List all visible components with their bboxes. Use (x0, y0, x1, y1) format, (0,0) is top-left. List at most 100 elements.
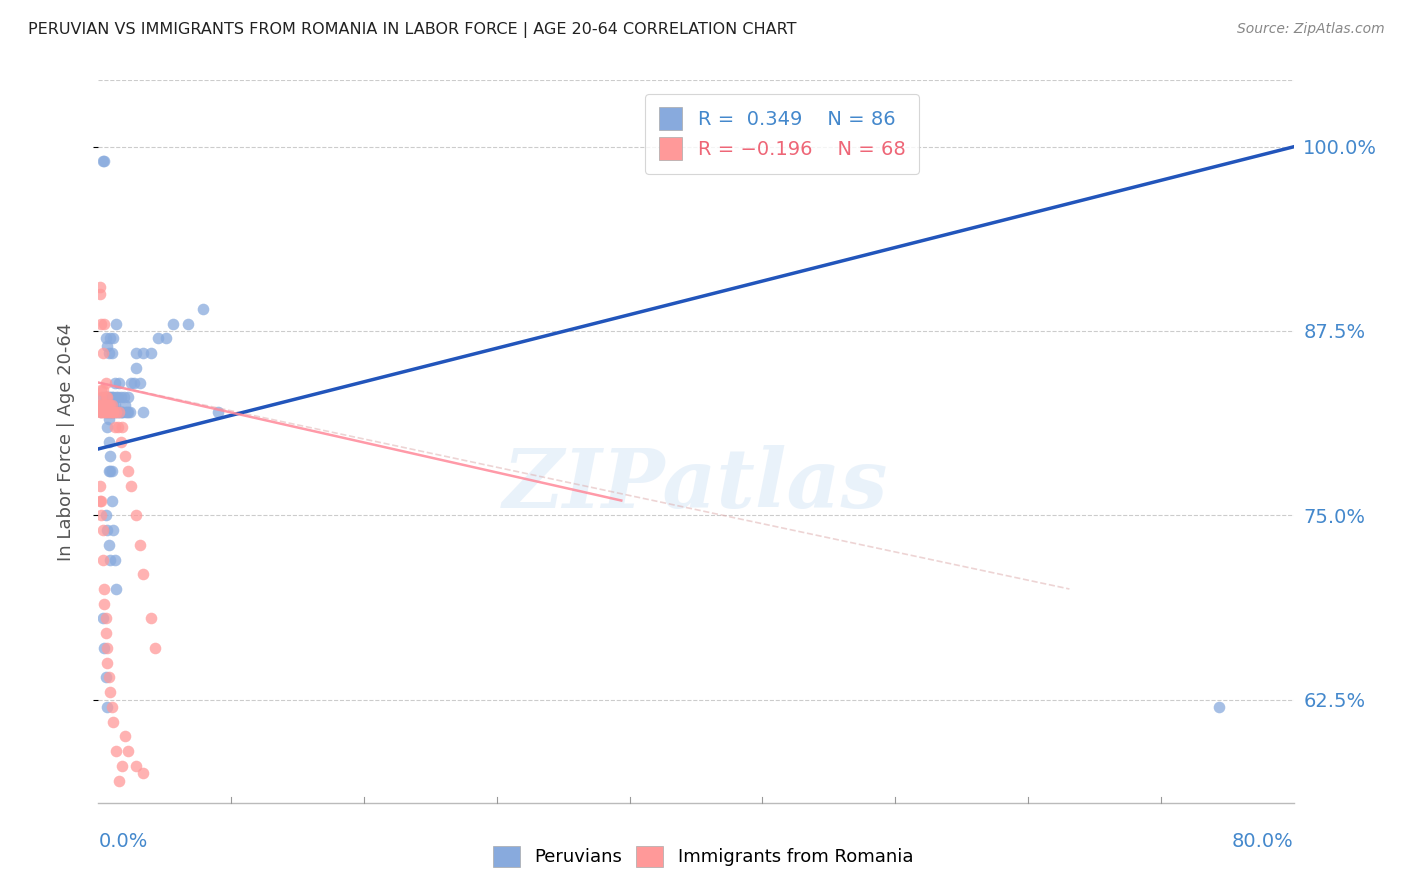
Point (97, 405, 120, 419)
Point (114, 450, 136, 464)
Point (104, 419, 127, 434)
Point (94, 390, 117, 404)
Point (101, 464, 124, 478)
Point (96, 656, 118, 670)
Point (97, 538, 120, 552)
Point (94, 670, 117, 684)
Point (104, 398, 127, 412)
Point (97, 398, 120, 412)
Point (89, 279, 111, 293)
Point (91, 154, 114, 169)
Point (91, 398, 114, 412)
Point (101, 398, 124, 412)
Point (105, 390, 128, 404)
Point (117, 464, 139, 478)
Point (191, 301, 214, 316)
Point (103, 331, 125, 345)
Point (98, 464, 122, 478)
Point (132, 567, 155, 582)
Point (101, 405, 124, 419)
Point (90, 405, 112, 419)
Point (89, 479, 111, 493)
Point (96, 700, 118, 714)
Point (108, 376, 131, 390)
Point (125, 360, 148, 375)
Point (98, 390, 122, 404)
Point (103, 523, 125, 537)
Point (91, 405, 114, 419)
Text: 0.0%: 0.0% (98, 831, 148, 851)
Point (91, 523, 114, 537)
Point (93, 582, 115, 596)
Point (91, 346, 114, 360)
Point (101, 405, 124, 419)
Point (98, 398, 122, 412)
Point (139, 611, 162, 625)
Point (96, 640, 118, 655)
Point (104, 376, 127, 390)
Point (111, 405, 134, 419)
Point (105, 317, 128, 331)
Point (110, 405, 132, 419)
Point (97, 434, 120, 449)
Legend: Peruvians, Immigrants from Romania: Peruvians, Immigrants from Romania (485, 838, 921, 874)
Point (101, 700, 124, 714)
Point (125, 346, 148, 360)
Point (93, 640, 115, 655)
Point (207, 405, 229, 419)
Point (101, 493, 124, 508)
Point (120, 376, 142, 390)
Point (90, 390, 112, 404)
Point (94, 376, 117, 390)
Point (110, 434, 132, 449)
Point (117, 390, 139, 404)
Point (132, 405, 155, 419)
Point (97, 405, 120, 419)
Legend: R =  0.349    N = 86, R = −0.196    N = 68: R = 0.349 N = 86, R = −0.196 N = 68 (645, 94, 920, 174)
Point (162, 317, 184, 331)
Point (129, 538, 152, 552)
Point (97, 412, 120, 426)
Point (105, 405, 128, 419)
Point (132, 346, 155, 360)
Point (93, 398, 115, 412)
Point (124, 376, 146, 390)
Point (101, 390, 124, 404)
Point (125, 508, 148, 523)
Text: Source: ZipAtlas.com: Source: ZipAtlas.com (1237, 22, 1385, 37)
Point (120, 479, 142, 493)
Point (96, 390, 118, 404)
Point (90, 493, 112, 508)
Point (98, 331, 122, 345)
Point (94, 508, 117, 523)
Y-axis label: In Labor Force | Age 20-64: In Labor Force | Age 20-64 (56, 322, 75, 561)
Point (114, 730, 136, 744)
Point (101, 346, 124, 360)
Point (98, 405, 122, 419)
Point (91, 383, 114, 397)
Point (104, 405, 127, 419)
Point (117, 744, 139, 758)
Point (97, 670, 120, 684)
Point (103, 714, 125, 729)
Point (107, 419, 129, 434)
Point (1208, 700, 1230, 714)
Point (96, 523, 118, 537)
Point (105, 405, 128, 419)
Point (103, 405, 125, 419)
Point (91, 390, 114, 404)
Point (93, 405, 115, 419)
Point (91, 611, 114, 625)
Point (93, 317, 115, 331)
Point (104, 552, 127, 566)
Point (93, 398, 115, 412)
Point (103, 405, 125, 419)
Point (96, 390, 118, 404)
Point (96, 405, 118, 419)
Point (96, 398, 118, 412)
Point (148, 331, 170, 345)
Point (97, 346, 120, 360)
Point (107, 390, 129, 404)
Point (155, 331, 177, 345)
Point (90, 317, 112, 331)
